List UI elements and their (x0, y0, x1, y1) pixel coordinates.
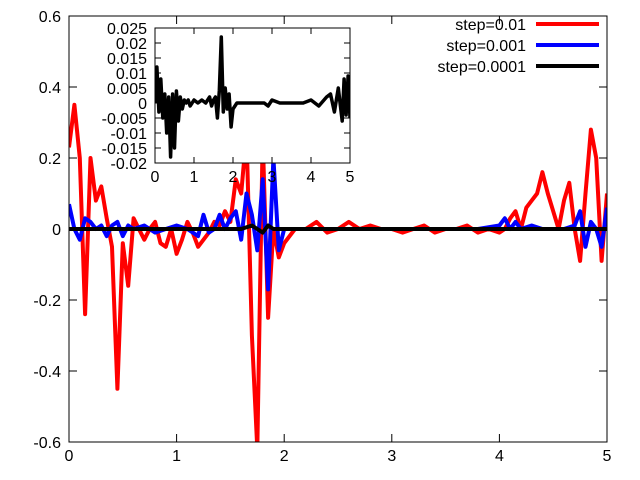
main-plot: 0 1 2 3 4 5 -0.6 -0.4 -0.2 0 0.2 0.4 0.6 (33, 9, 611, 465)
main-y-tick-label: 0.4 (39, 80, 61, 97)
main-y-tick-label: -0.6 (33, 435, 61, 452)
inset-x-tick-label: 4 (307, 169, 316, 186)
main-series-line-step-0-001 (69, 156, 607, 292)
legend-label-step-0-0001: step=0.0001 (437, 59, 526, 76)
main-x-tick-label: 0 (65, 448, 74, 465)
legend-label-step-0-01: step=0.01 (455, 17, 526, 34)
inset-y-tick-label: 0.015 (107, 51, 147, 68)
inset-background (155, 28, 350, 163)
inset-x-tick-label: 2 (229, 169, 238, 186)
main-x-tick-label: 1 (172, 448, 181, 465)
inset-axis-ticks: 0 1 2 3 4 5-0.02-0.015-0.01-0.00500.0050.010.… (102, 21, 355, 186)
inset-y-tick-label: -0.01 (111, 126, 148, 143)
inset-plot: 0 1 2 3 4 5-0.02-0.015-0.01-0.00500.0050.010.… (102, 21, 355, 186)
inset-series-group (155, 35, 350, 159)
main-y-tick-label: 0 (52, 222, 61, 239)
main-axis-ticks: 0 1 2 3 4 5 -0.6 -0.4 -0.2 0 0.2 0.4 0.6 (33, 9, 611, 465)
legend-label-step-0-001: step=0.001 (446, 38, 526, 55)
inset-x-tick-label: 0 (151, 169, 160, 186)
main-y-tick-label: 0.2 (39, 151, 61, 168)
inset-y-tick-label: -0.02 (111, 156, 148, 173)
inset-x-tick-label: 5 (346, 169, 355, 186)
main-x-tick-label: 5 (603, 448, 612, 465)
inset-y-tick-label: -0.015 (102, 141, 147, 158)
main-y-tick-label: 0.6 (39, 9, 61, 26)
inset-y-tick-label: -0.005 (102, 111, 147, 128)
main-y-tick-label: -0.2 (33, 293, 61, 310)
main-x-tick-label: 2 (280, 448, 289, 465)
main-series-line-step-0-01 (69, 102, 607, 442)
inset-y-tick-label: 0.025 (107, 21, 147, 38)
inset-plot-frame (154, 27, 351, 164)
inset-y-tick-label: 0.02 (116, 36, 147, 53)
inset-y-tick-label: 0.01 (116, 66, 147, 83)
main-series-group (69, 102, 607, 442)
inset-x-tick-label: 1 (190, 169, 199, 186)
main-x-tick-label: 3 (387, 448, 396, 465)
inset-series-line-step-0-0001 (155, 35, 350, 159)
inset-y-tick-label: 0.005 (107, 81, 147, 98)
main-x-tick-label: 4 (495, 448, 504, 465)
main-y-tick-label: -0.4 (33, 364, 61, 381)
main-series-line-step-0-0001 (69, 223, 607, 235)
inset-y-tick-label: 0 (138, 96, 147, 113)
legend: step=0.01 step=0.001 step=0.0001 (437, 17, 599, 76)
inset-x-tick-label: 3 (268, 169, 277, 186)
